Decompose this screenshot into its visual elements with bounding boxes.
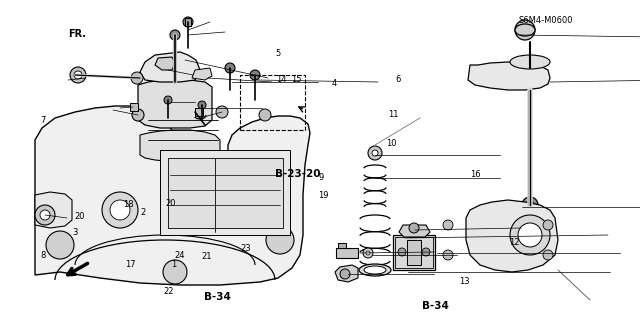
Text: 7: 7 <box>40 116 45 125</box>
Text: 22: 22 <box>163 287 173 296</box>
Circle shape <box>225 63 235 73</box>
Text: 15: 15 <box>291 75 301 84</box>
Text: 3: 3 <box>72 228 77 237</box>
Polygon shape <box>399 225 430 237</box>
Polygon shape <box>140 130 220 162</box>
Circle shape <box>522 197 538 213</box>
Polygon shape <box>140 52 200 82</box>
Text: 11: 11 <box>388 110 398 119</box>
Circle shape <box>46 231 74 259</box>
Circle shape <box>170 30 180 40</box>
Circle shape <box>518 223 542 247</box>
Circle shape <box>177 197 213 233</box>
Circle shape <box>398 248 406 256</box>
Bar <box>130 103 138 111</box>
Circle shape <box>146 106 158 118</box>
Circle shape <box>183 17 193 27</box>
Bar <box>338 243 346 248</box>
Polygon shape <box>138 80 212 128</box>
Polygon shape <box>35 106 310 285</box>
Text: 18: 18 <box>124 200 134 209</box>
Circle shape <box>132 109 144 121</box>
Circle shape <box>259 109 271 121</box>
Text: 9: 9 <box>318 173 323 182</box>
Bar <box>160 150 290 235</box>
Text: 13: 13 <box>460 277 470 286</box>
Bar <box>240 75 305 130</box>
Circle shape <box>250 70 260 80</box>
Circle shape <box>216 106 228 118</box>
Polygon shape <box>468 62 550 90</box>
Circle shape <box>266 226 294 254</box>
Bar <box>168 158 283 228</box>
Circle shape <box>368 146 382 160</box>
Circle shape <box>543 220 553 230</box>
Circle shape <box>40 210 50 220</box>
Text: 10: 10 <box>387 139 397 148</box>
Circle shape <box>543 250 553 260</box>
Polygon shape <box>155 57 175 70</box>
Circle shape <box>422 248 430 256</box>
Text: 6: 6 <box>396 75 401 84</box>
Text: 19: 19 <box>318 191 328 200</box>
Circle shape <box>174 102 186 114</box>
Circle shape <box>443 250 453 260</box>
Circle shape <box>164 96 172 104</box>
Polygon shape <box>192 68 212 80</box>
Text: 20: 20 <box>165 199 175 208</box>
Circle shape <box>443 220 453 230</box>
Polygon shape <box>35 192 72 228</box>
Bar <box>393 235 435 270</box>
Text: 16: 16 <box>470 170 481 179</box>
Polygon shape <box>466 200 558 272</box>
Text: 5: 5 <box>276 49 281 58</box>
Circle shape <box>35 205 55 225</box>
Bar <box>395 237 433 268</box>
Ellipse shape <box>359 264 391 276</box>
Text: 24: 24 <box>174 251 184 260</box>
Circle shape <box>110 200 130 220</box>
Text: 12: 12 <box>509 238 519 247</box>
Text: 14: 14 <box>276 75 286 84</box>
Text: 21: 21 <box>202 252 212 261</box>
Text: 2: 2 <box>141 208 146 217</box>
Circle shape <box>74 71 82 79</box>
Circle shape <box>409 223 419 233</box>
Text: 1: 1 <box>171 260 176 269</box>
Circle shape <box>366 251 370 255</box>
Ellipse shape <box>364 266 386 274</box>
Text: S6M4-M0600: S6M4-M0600 <box>518 16 573 25</box>
Polygon shape <box>335 265 358 282</box>
Circle shape <box>70 67 86 83</box>
Text: 20: 20 <box>75 212 85 221</box>
Circle shape <box>526 201 534 209</box>
Circle shape <box>102 192 138 228</box>
Bar <box>185 18 191 26</box>
Text: B-34: B-34 <box>204 292 230 302</box>
Circle shape <box>363 248 373 258</box>
Text: 4: 4 <box>332 79 337 88</box>
Circle shape <box>198 101 206 109</box>
Bar <box>336 248 358 258</box>
Circle shape <box>510 215 550 255</box>
Circle shape <box>163 260 187 284</box>
Bar <box>407 240 421 265</box>
Text: FR.: FR. <box>68 29 86 39</box>
Text: 8: 8 <box>40 251 45 260</box>
Ellipse shape <box>515 24 535 36</box>
Bar <box>195 108 203 116</box>
Text: B-23-20: B-23-20 <box>275 169 321 179</box>
Circle shape <box>185 205 205 225</box>
Circle shape <box>131 72 143 84</box>
Circle shape <box>515 20 535 40</box>
Ellipse shape <box>510 55 550 69</box>
Text: B-34: B-34 <box>422 301 449 311</box>
Text: 23: 23 <box>240 244 251 253</box>
Text: 17: 17 <box>125 260 136 269</box>
Circle shape <box>340 269 350 279</box>
Circle shape <box>372 150 378 156</box>
